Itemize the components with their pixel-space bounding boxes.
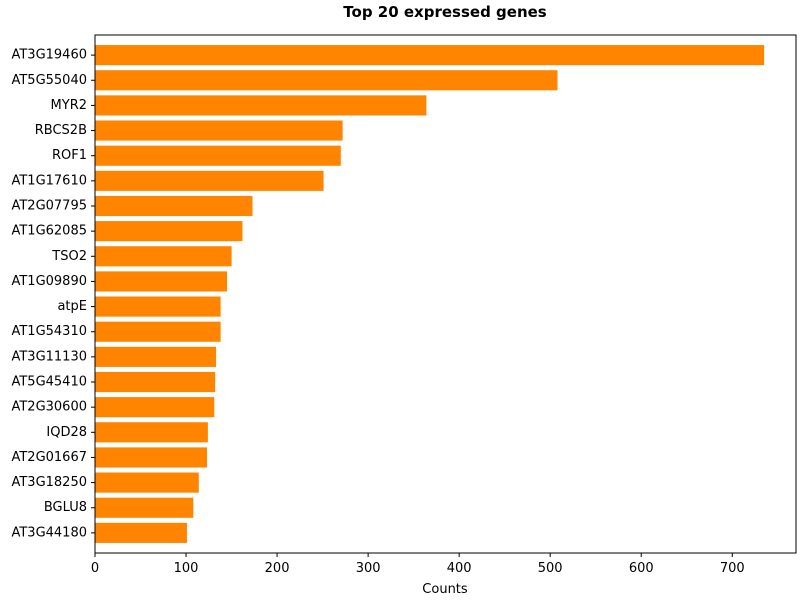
bar-AT1G62085 [95, 221, 243, 242]
y-tick-label: AT2G01667 [11, 450, 87, 465]
chart-title: Top 20 expressed genes [343, 3, 547, 21]
bar-AT3G18250 [95, 472, 199, 493]
y-tick-label: atpE [57, 299, 87, 314]
x-tick-label: 600 [629, 561, 654, 576]
bar-TSO2 [95, 246, 232, 267]
y-tick-label: TSO2 [51, 249, 87, 264]
y-tick-label: IQD28 [46, 425, 87, 440]
y-tick-label: AT2G30600 [11, 400, 87, 415]
bar-MYR2 [95, 95, 427, 116]
bar-IQD28 [95, 422, 208, 443]
y-tick-label: RBCS2B [35, 123, 87, 138]
y-tick-label: AT1G09890 [11, 274, 87, 289]
x-tick-label: 500 [538, 561, 563, 576]
x-axis: 0 100 200 300 400 500 600 700 [91, 553, 745, 576]
bar-AT3G44180 [95, 522, 187, 543]
bar-AT1G54310 [95, 321, 221, 342]
bar-BGLU8 [95, 497, 194, 518]
y-tick-label: MYR2 [51, 98, 87, 113]
y-tick-label: ROF1 [52, 148, 87, 163]
y-tick-label: AT5G45410 [11, 375, 87, 390]
x-tick-label: 300 [356, 561, 381, 576]
bar-atpE [95, 296, 221, 317]
bar-RBCS2B [95, 120, 343, 141]
bar-ROF1 [95, 145, 341, 166]
bar-AT1G09890 [95, 271, 228, 292]
bar-AT2G07795 [95, 195, 253, 217]
x-axis-label: Counts [422, 582, 468, 597]
bar-AT3G11130 [95, 346, 217, 367]
bar-AT2G30600 [95, 397, 215, 418]
bars-layer [95, 45, 765, 543]
y-tick-label: AT2G07795 [11, 198, 87, 213]
y-tick-label: BGLU8 [44, 500, 87, 515]
plot-frame [94, 34, 797, 554]
y-tick-label: AT1G62085 [11, 224, 87, 239]
x-tick-label: 200 [265, 561, 290, 576]
y-tick-label: AT3G11130 [11, 349, 87, 364]
y-tick-label: AT3G18250 [11, 475, 87, 490]
y-tick-label: AT1G54310 [11, 324, 87, 339]
x-tick-label: 700 [720, 561, 745, 576]
bar-AT2G01667 [95, 447, 207, 468]
x-tick-label: 100 [174, 561, 199, 576]
bar-AT1G17610 [95, 170, 324, 191]
y-axis: AT3G19460 AT5G55040 MYR2 RBCS2B ROF1 AT1G1761… [11, 48, 95, 540]
y-tick-label: AT3G19460 [11, 48, 87, 63]
bar-AT5G45410 [95, 371, 216, 393]
bar-AT3G19460 [95, 45, 765, 66]
x-tick-label: 400 [447, 561, 472, 576]
y-tick-label: AT3G44180 [11, 525, 87, 540]
y-tick-label: AT5G55040 [11, 73, 87, 88]
bar-AT5G55040 [95, 70, 558, 91]
x-tick-label: 0 [91, 561, 99, 576]
y-tick-label: AT1G17610 [11, 173, 87, 188]
